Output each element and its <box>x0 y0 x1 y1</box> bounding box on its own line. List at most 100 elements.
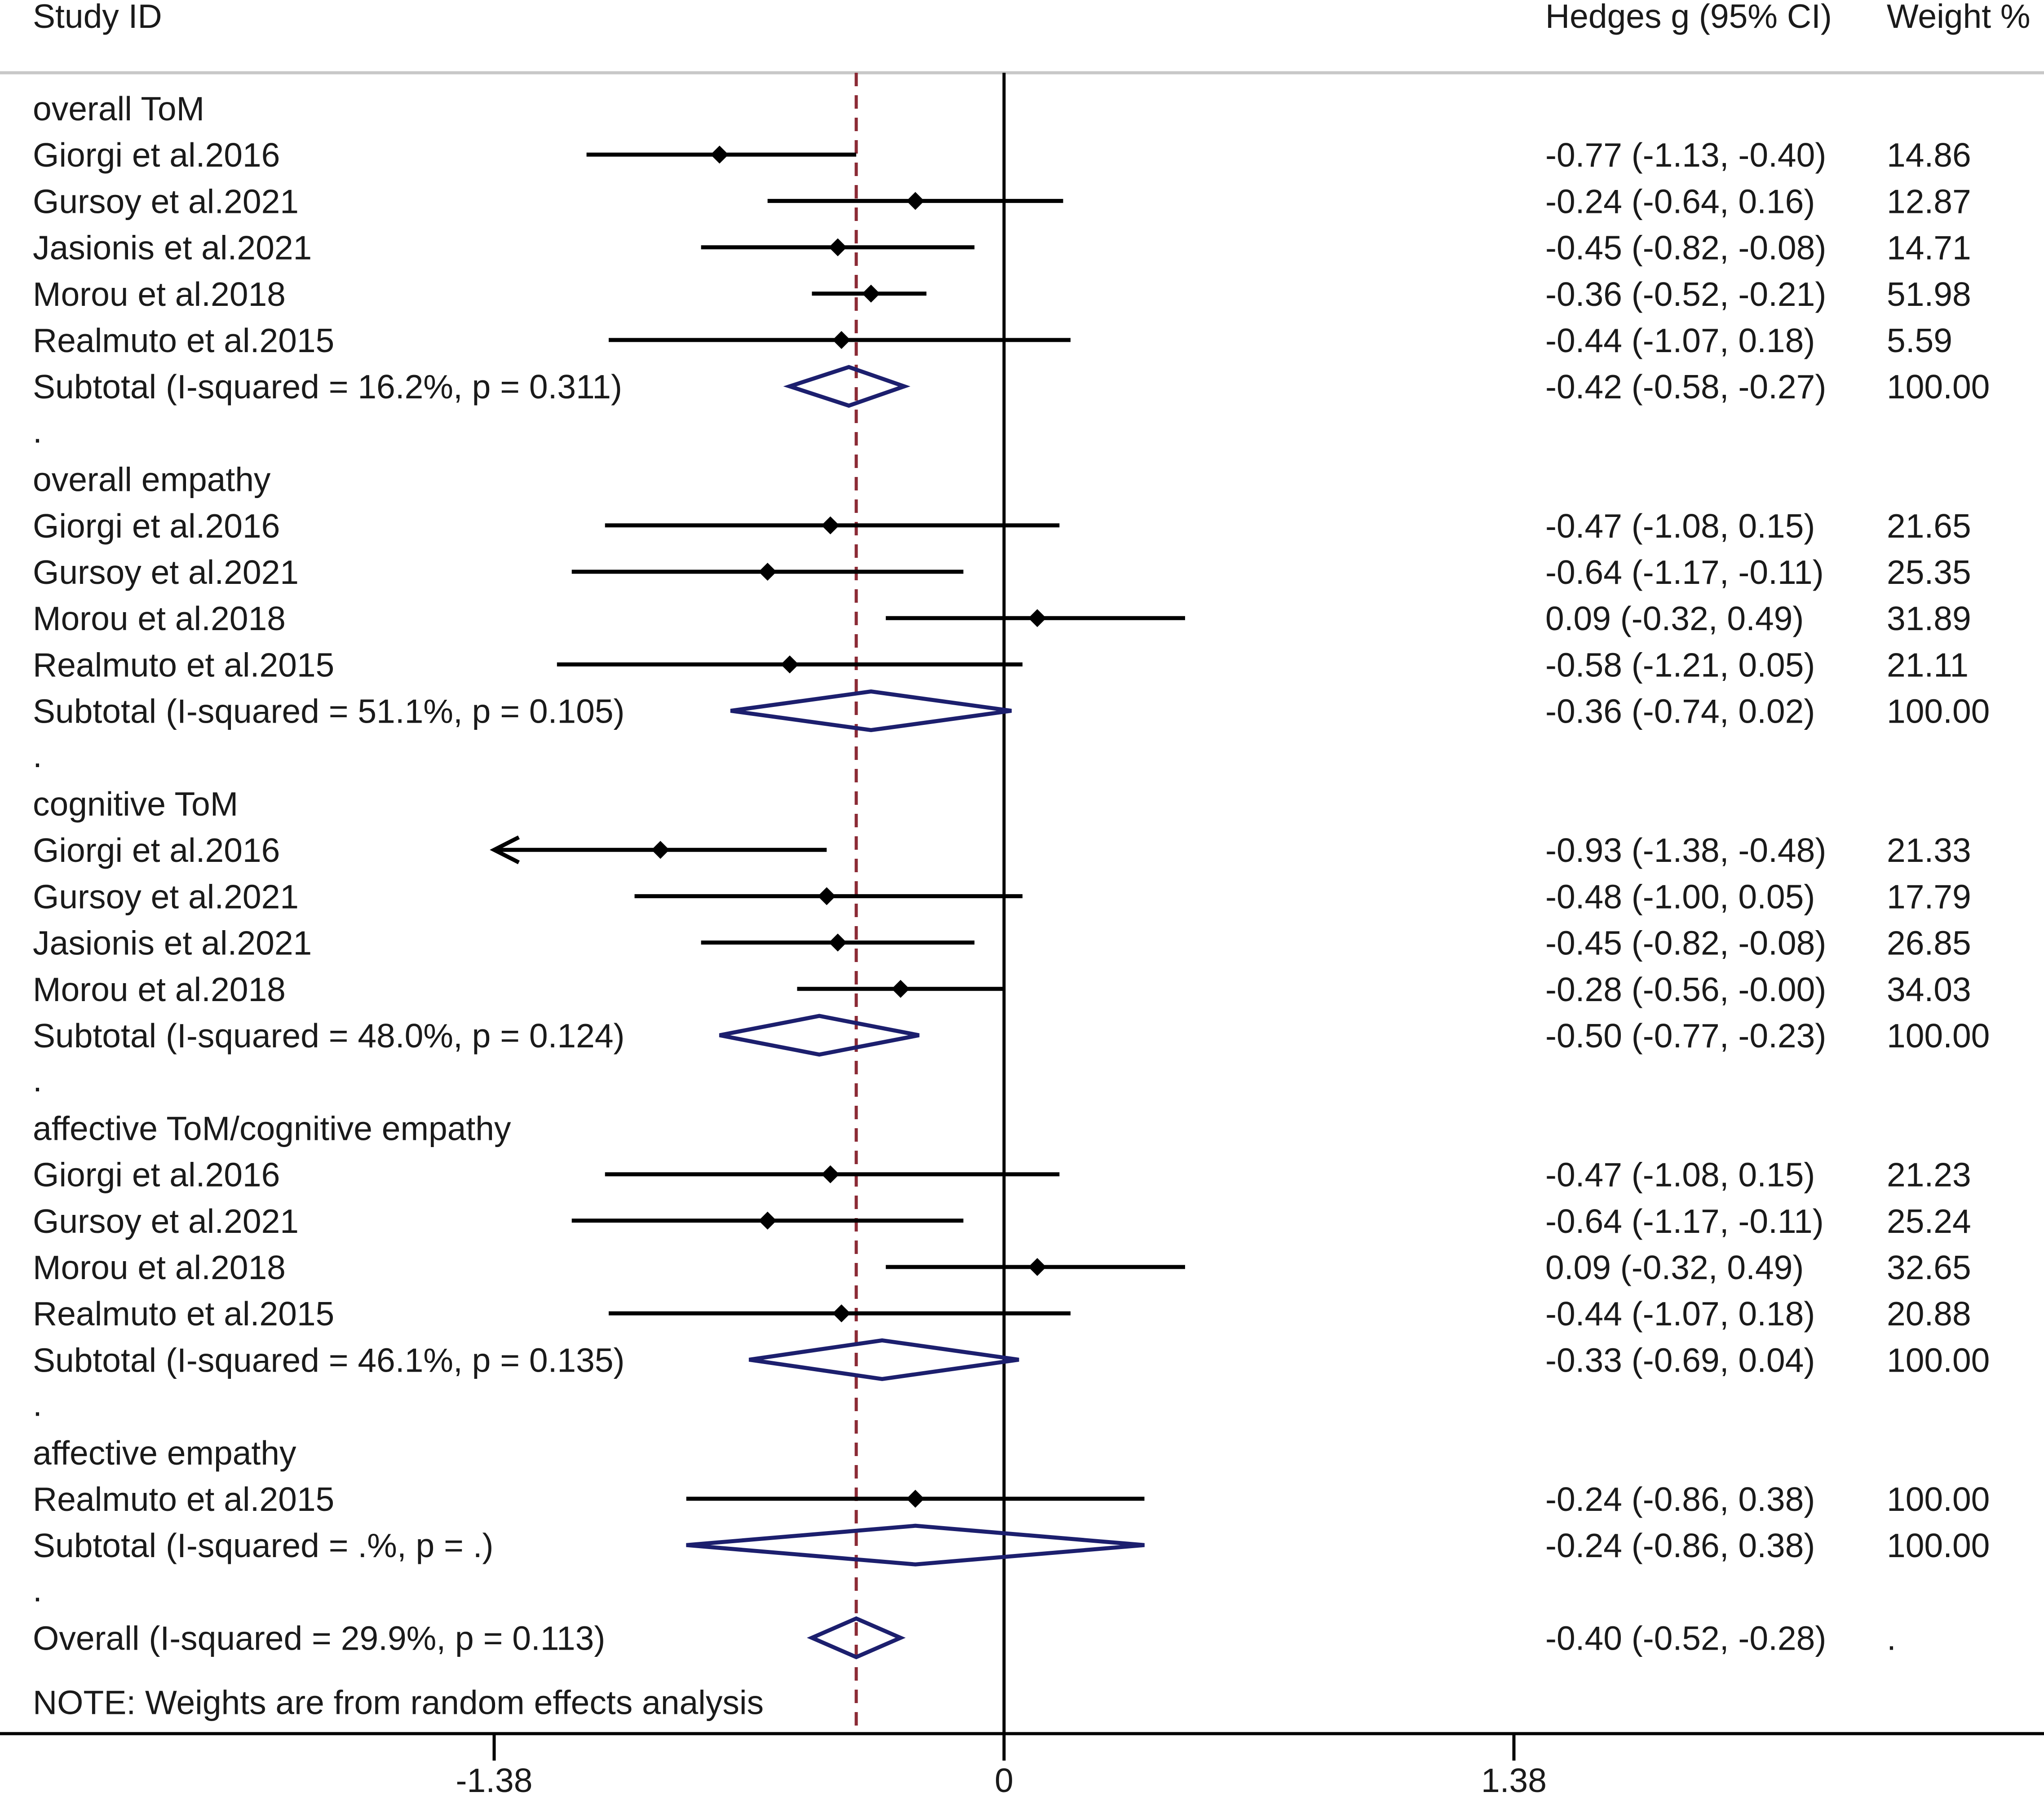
subtotal-label: Subtotal (I-squared = 16.2%, p = 0.311) <box>33 368 622 406</box>
header-weight: Weight % <box>1887 0 2031 35</box>
effect-ci-text: -0.50 (-0.77, -0.23) <box>1545 1017 1826 1055</box>
effect-ci-text: -0.24 (-0.64, 0.16) <box>1545 182 1815 220</box>
x-tick-label: -1.38 <box>456 1761 533 1799</box>
point-estimate <box>758 563 777 581</box>
point-estimate <box>821 516 840 534</box>
effect-ci-text: -0.40 (-0.52, -0.28) <box>1545 1620 1826 1657</box>
study-label: Gursoy et al.2021 <box>33 182 299 220</box>
point-estimate <box>1028 1258 1047 1276</box>
overall-label: Overall (I-squared = 29.9%, p = 0.113) <box>33 1620 605 1657</box>
group-separator: . <box>33 412 42 450</box>
study-label: Morou et al.2018 <box>33 971 286 1008</box>
weight-value: 25.24 <box>1887 1202 1971 1240</box>
header-study-id: Study ID <box>33 0 162 35</box>
effect-ci-text: -0.24 (-0.86, 0.38) <box>1545 1527 1815 1564</box>
effect-ci-text: -0.45 (-0.82, -0.08) <box>1545 229 1826 267</box>
point-estimate <box>832 1304 851 1323</box>
group-label: cognitive ToM <box>33 785 238 823</box>
study-label: Morou et al.2018 <box>33 1249 286 1286</box>
effect-ci-text: -0.47 (-1.08, 0.15) <box>1545 1156 1815 1194</box>
subtotal-diamond <box>730 689 1012 733</box>
effect-ci-text: -0.36 (-0.52, -0.21) <box>1545 275 1826 313</box>
study-label: Gursoy et al.2021 <box>33 1202 299 1240</box>
header-hedges-g: Hedges g (95% CI) <box>1545 0 1832 35</box>
point-estimate <box>710 146 729 164</box>
point-estimate <box>862 284 880 303</box>
subtotal-label: Subtotal (I-squared = .%, p = .) <box>33 1527 494 1564</box>
group-label: overall ToM <box>33 90 204 128</box>
effect-ci-text: -0.93 (-1.38, -0.48) <box>1545 831 1826 869</box>
weight-value: 21.11 <box>1887 646 1969 684</box>
effect-ci-text: -0.64 (-1.17, -0.11) <box>1545 553 1824 591</box>
weight-value: 14.86 <box>1887 136 1971 174</box>
weight-value: 5.59 <box>1887 322 1952 359</box>
study-label: Gursoy et al.2021 <box>33 553 299 591</box>
effect-ci-text: -0.44 (-1.07, 0.18) <box>1545 1295 1815 1333</box>
group-separator: . <box>33 1386 42 1423</box>
effect-ci-text: -0.47 (-1.08, 0.15) <box>1545 507 1815 545</box>
weights-note: NOTE: Weights are from random effects an… <box>33 1684 764 1722</box>
group-label: overall empathy <box>33 461 271 499</box>
weight-value: 14.71 <box>1887 229 1971 267</box>
effect-ci-text: -0.45 (-0.82, -0.08) <box>1545 924 1826 962</box>
point-estimate <box>821 1165 840 1183</box>
weight-value: 21.33 <box>1887 831 1971 869</box>
study-label: Jasionis et al.2021 <box>33 924 312 962</box>
weight-value: 26.85 <box>1887 924 1971 962</box>
study-label: Realmuto et al.2015 <box>33 1295 334 1333</box>
weight-value: 21.23 <box>1887 1156 1971 1194</box>
study-label: Giorgi et al.2016 <box>33 1156 280 1194</box>
weight-value: 100.00 <box>1887 1341 1990 1379</box>
point-estimate <box>828 933 847 952</box>
effect-ci-text: -0.77 (-1.13, -0.40) <box>1545 136 1826 174</box>
effect-ci-text: -0.44 (-1.07, 0.18) <box>1545 322 1815 359</box>
group-label: affective empathy <box>33 1434 296 1472</box>
subtotal-label: Subtotal (I-squared = 48.0%, p = 0.124) <box>33 1017 625 1055</box>
effect-ci-text: -0.58 (-1.21, 0.05) <box>1545 646 1815 684</box>
subtotal-diamond <box>686 1523 1145 1567</box>
x-tick-label: 0 <box>995 1761 1013 1799</box>
subtotal-label: Subtotal (I-squared = 46.1%, p = 0.135) <box>33 1341 625 1379</box>
point-estimate <box>758 1211 777 1230</box>
point-estimate <box>651 841 670 859</box>
subtotal-diamond <box>748 1338 1019 1381</box>
study-label: Realmuto et al.2015 <box>33 1480 334 1518</box>
weight-value: 21.65 <box>1887 507 1971 545</box>
point-estimate <box>828 238 847 256</box>
ci-arrow-left <box>490 835 520 865</box>
effect-ci-text: -0.33 (-0.69, 0.04) <box>1545 1341 1815 1379</box>
weight-value: 51.98 <box>1887 275 1971 313</box>
weight-value: 100.00 <box>1887 693 1990 730</box>
weight-value: 32.65 <box>1887 1249 1971 1286</box>
point-estimate <box>891 980 910 998</box>
weight-value: 17.79 <box>1887 878 1971 915</box>
effect-ci-text: -0.48 (-1.00, 0.05) <box>1545 878 1815 915</box>
effect-ci-text: -0.24 (-0.86, 0.38) <box>1545 1480 1815 1518</box>
effect-ci-text: -0.42 (-0.58, -0.27) <box>1545 368 1826 406</box>
group-label: affective ToM/cognitive empathy <box>33 1109 511 1147</box>
point-estimate <box>832 331 851 349</box>
weight-value: 20.88 <box>1887 1295 1971 1333</box>
study-label: Jasionis et al.2021 <box>33 229 312 267</box>
subtotal-label: Subtotal (I-squared = 51.1%, p = 0.105) <box>33 693 625 730</box>
study-label: Morou et al.2018 <box>33 275 286 313</box>
effect-ci-text: -0.28 (-0.56, -0.00) <box>1545 971 1826 1008</box>
overall-diamond <box>807 1616 906 1660</box>
group-separator: . <box>33 1061 42 1099</box>
effect-ci-text: 0.09 (-0.32, 0.49) <box>1545 1249 1804 1286</box>
study-label: Giorgi et al.2016 <box>33 507 280 545</box>
weight-value: 31.89 <box>1887 600 1971 637</box>
study-label: Realmuto et al.2015 <box>33 646 334 684</box>
weight-value: . <box>1887 1620 1896 1657</box>
weight-value: 100.00 <box>1887 1017 1990 1055</box>
effect-ci-text: 0.09 (-0.32, 0.49) <box>1545 600 1804 637</box>
study-label: Giorgi et al.2016 <box>33 136 280 174</box>
study-label: Giorgi et al.2016 <box>33 831 280 869</box>
weight-value: 100.00 <box>1887 1480 1990 1518</box>
point-estimate <box>780 655 799 674</box>
study-label: Gursoy et al.2021 <box>33 878 299 915</box>
group-separator: . <box>33 1571 42 1608</box>
weight-value: 100.00 <box>1887 1527 1990 1564</box>
point-estimate <box>818 887 836 905</box>
